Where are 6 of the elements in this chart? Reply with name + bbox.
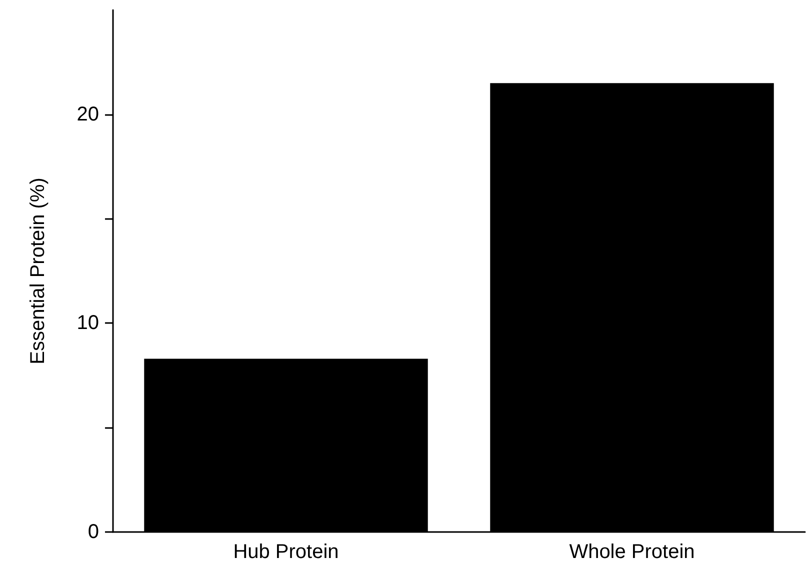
y-tick-label: 10 (76, 312, 99, 334)
x-tick-label: Hub Protein (233, 541, 339, 563)
y-axis-title: Essential Protein (%) (27, 178, 49, 364)
y-tick-label: 20 (76, 103, 99, 126)
y-tick-label: 0 (88, 521, 99, 543)
x-tick-label: Whole Protein (569, 541, 695, 563)
